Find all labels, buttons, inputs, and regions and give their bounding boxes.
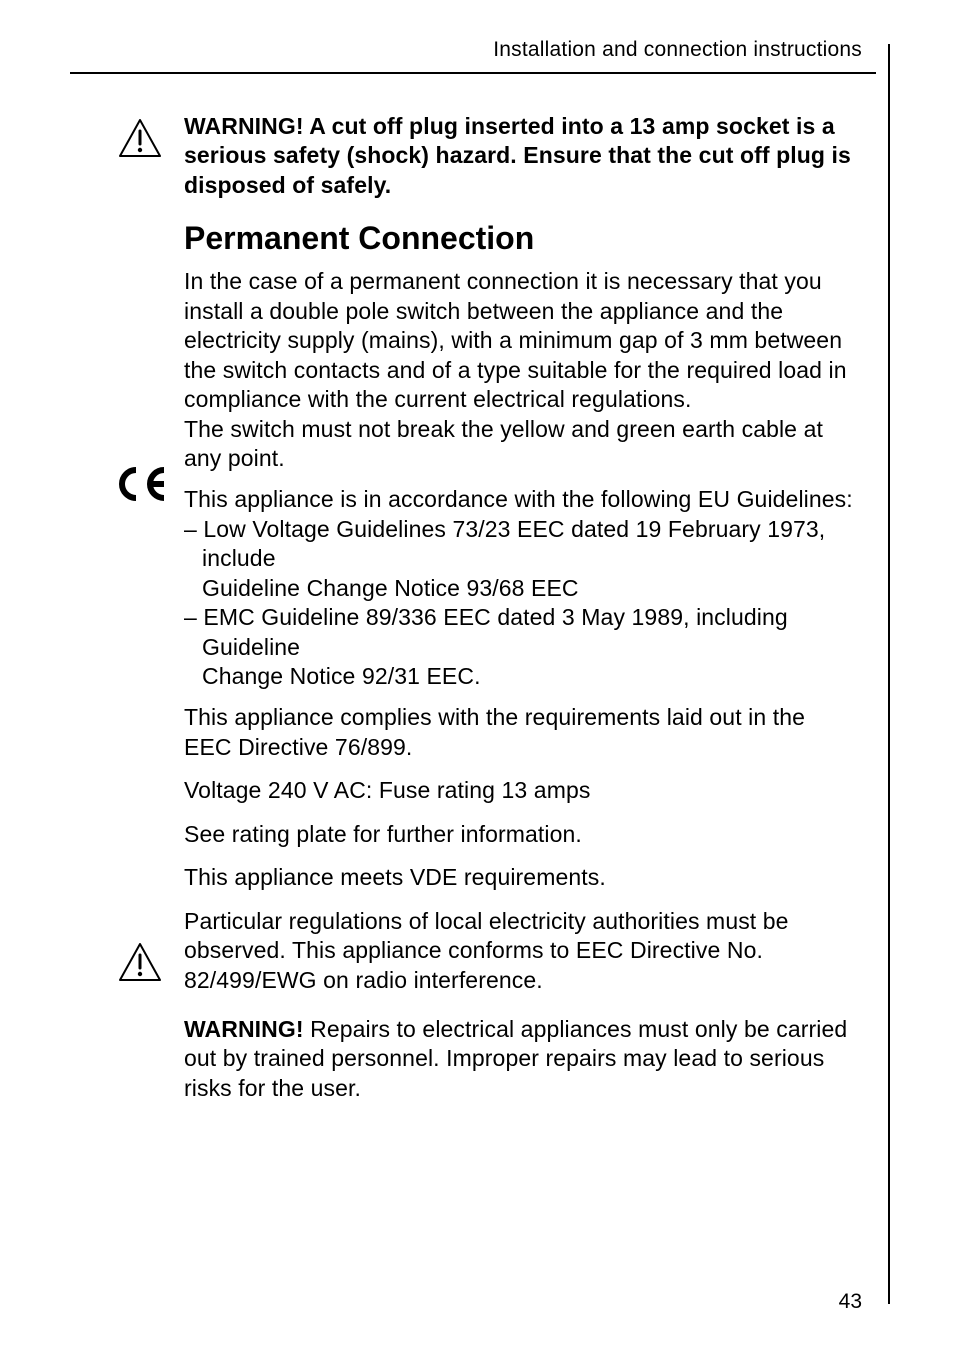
ce-item-1-line2: Guideline Change Notice 93/68 EEC [202, 574, 858, 603]
directive-paragraph: This appliance complies with the require… [184, 703, 858, 762]
right-margin-rule [888, 44, 890, 1304]
permanent-connection-p1: In the case of a permanent connection it… [184, 267, 858, 414]
warning-2-text: WARNING! Repairs to electrical appliance… [184, 1015, 858, 1103]
warning-label: WARNING! [184, 1016, 304, 1042]
running-header: Installation and connection instructions [493, 38, 862, 62]
warning-1-text: WARNING! A cut off plug inserted into a … [184, 112, 858, 200]
ce-item-2-line2: Change Notice 92/31 EEC. [202, 662, 858, 691]
permanent-connection-p2: The switch must not break the yellow and… [184, 415, 858, 474]
rating-plate-paragraph: See rating plate for further information… [184, 820, 858, 849]
section-heading-permanent-connection: Permanent Connection [184, 220, 858, 257]
ce-item-2-line1: – EMC Guideline 89/336 EEC dated 3 May 1… [202, 603, 858, 662]
warning-label: WARNING! [184, 113, 304, 139]
ce-item-1-line1: – Low Voltage Guidelines 73/23 EEC dated… [202, 515, 858, 574]
page: Installation and connection instructions… [0, 0, 954, 1352]
ce-list: – Low Voltage Guidelines 73/23 EEC dated… [184, 515, 858, 692]
voltage-paragraph: Voltage 240 V AC: Fuse rating 13 amps [184, 776, 858, 805]
header-rule [70, 72, 876, 74]
page-number: 43 [839, 1290, 862, 1314]
ce-intro: This appliance is in accordance with the… [184, 485, 858, 514]
content-area: WARNING! A cut off plug inserted into a … [112, 112, 858, 1103]
local-regulations-paragraph: Particular regulations of local electric… [184, 907, 858, 995]
vde-paragraph: This appliance meets VDE requirements. [184, 863, 858, 892]
